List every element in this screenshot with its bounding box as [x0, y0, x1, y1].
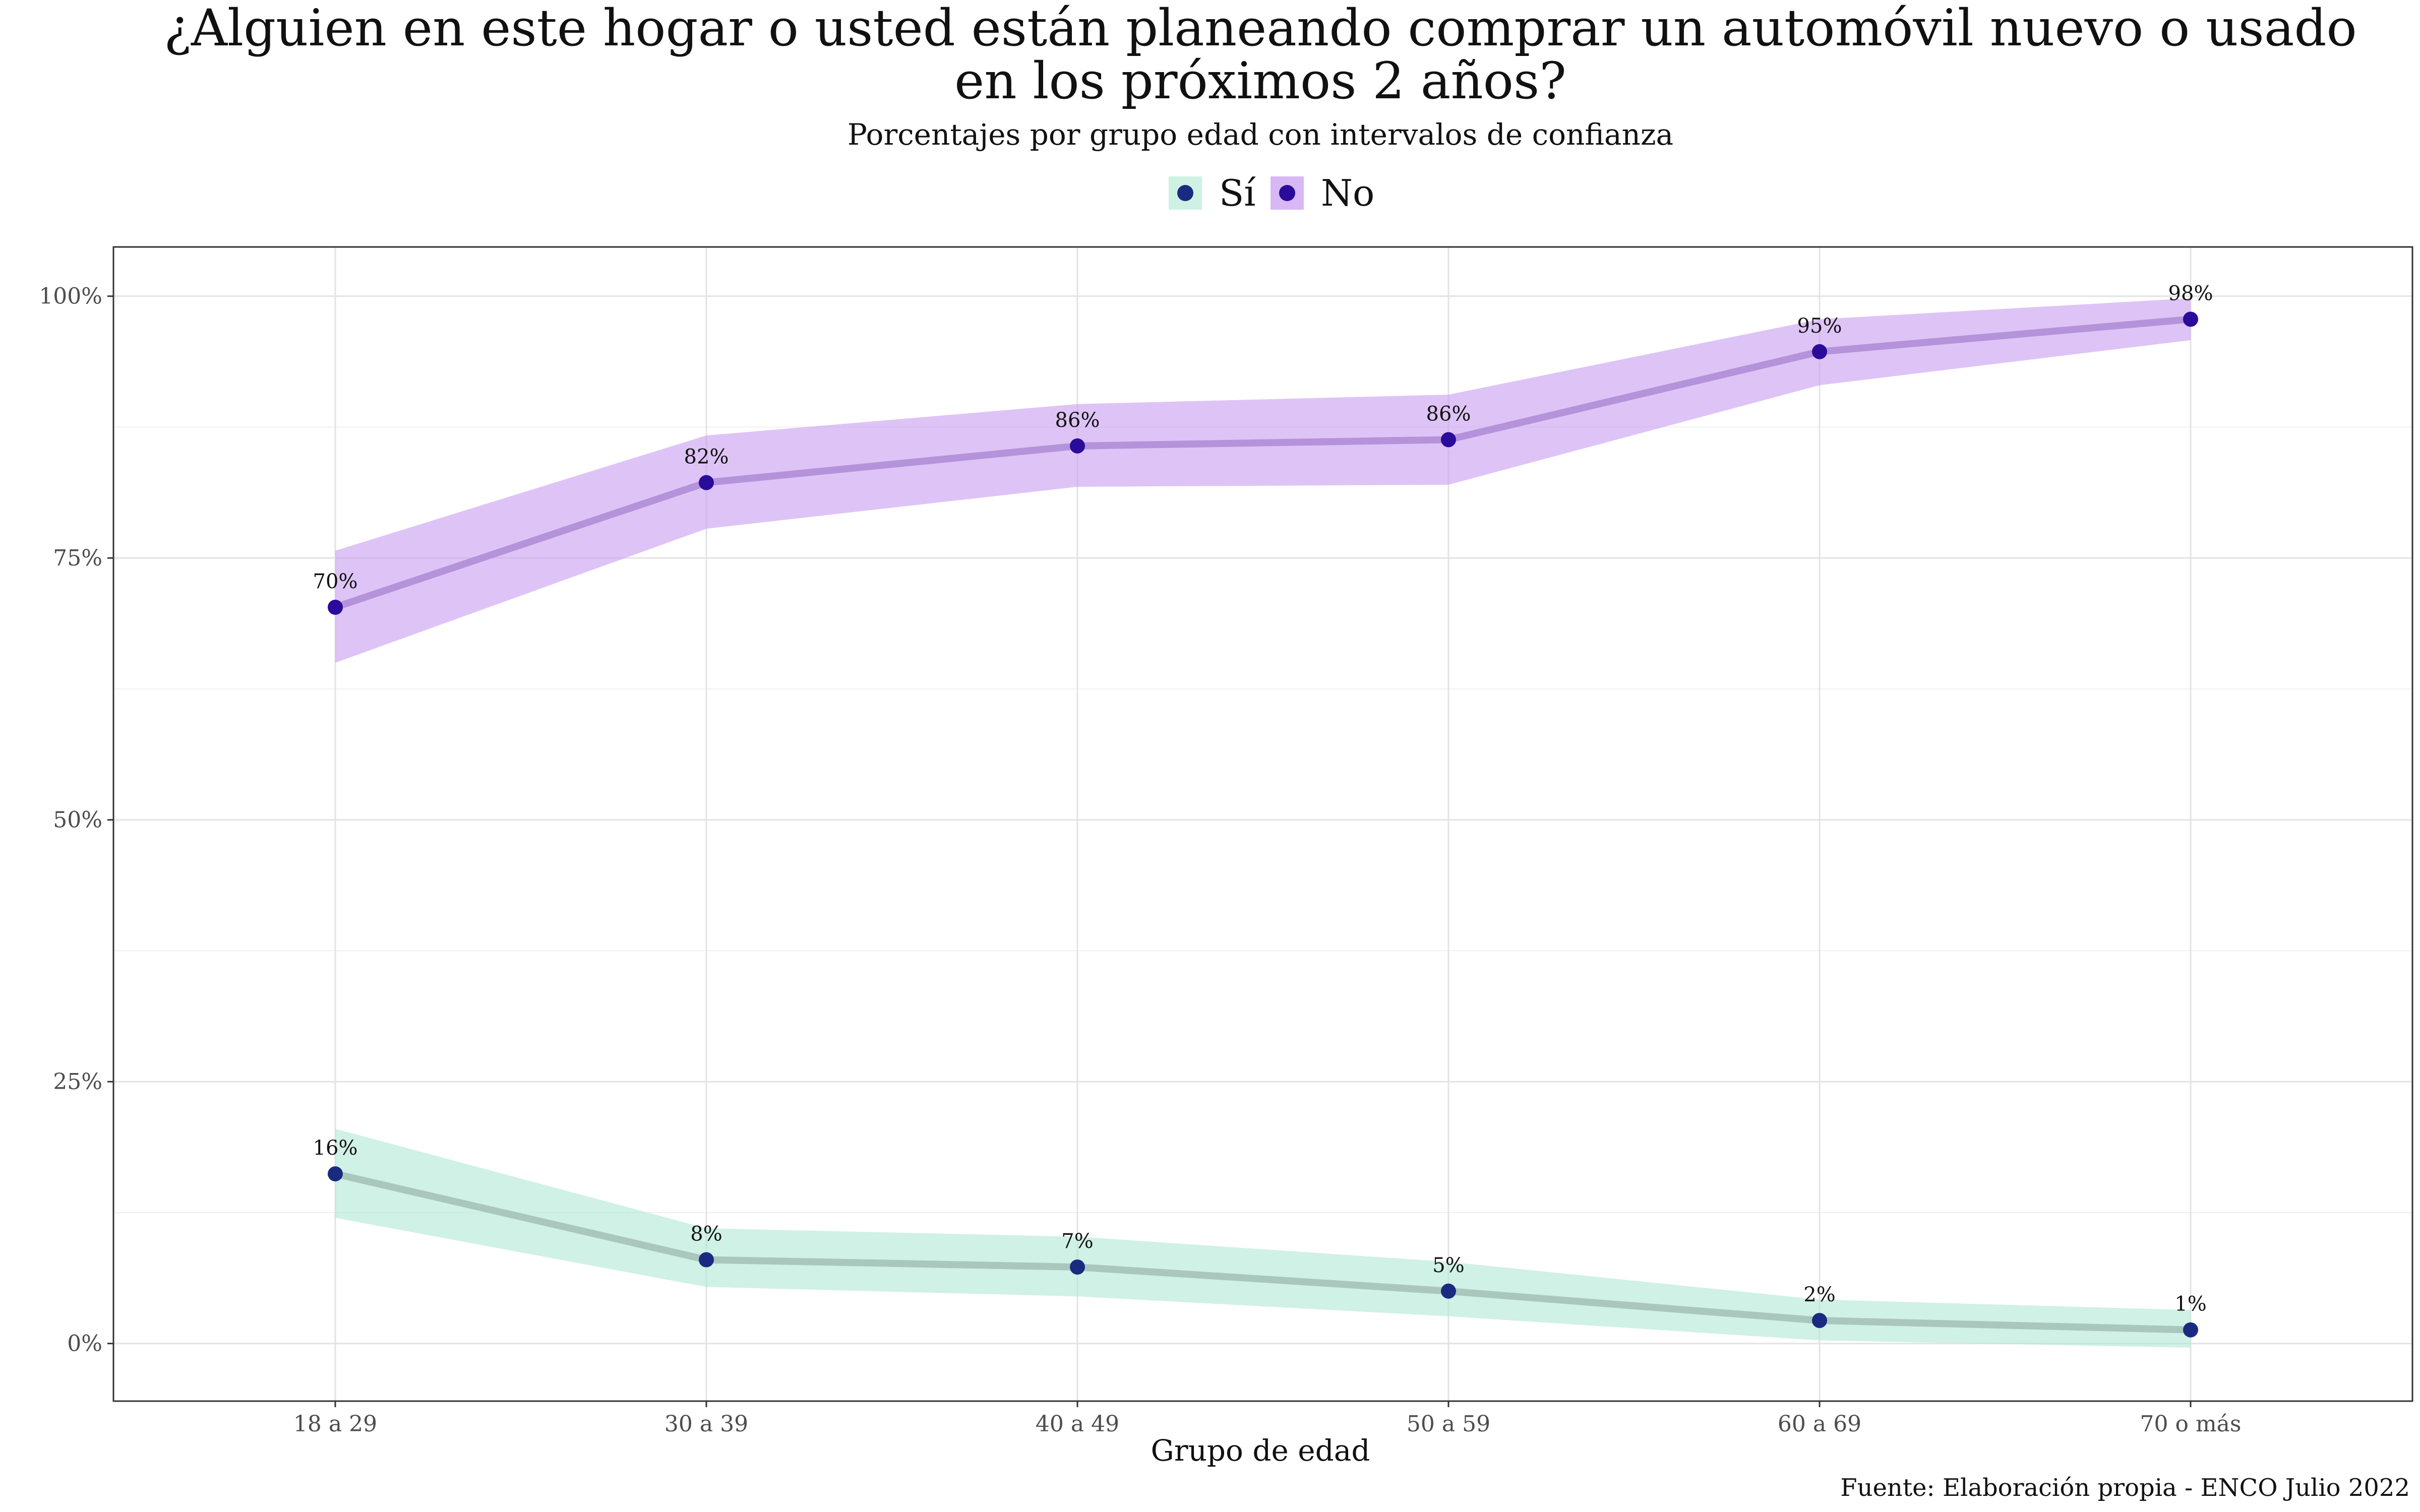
y-tick-label: 25% — [53, 1069, 102, 1095]
x-tick-label: 70 o más — [2140, 1411, 2242, 1437]
legend-marker-no — [1279, 185, 1295, 201]
data-label-no: 95% — [1797, 314, 1842, 338]
data-label-si: 5% — [1432, 1254, 1464, 1277]
data-point-si — [328, 1166, 343, 1182]
data-point-si — [1812, 1312, 1827, 1328]
y-tick-label: 0% — [67, 1331, 102, 1357]
chart-subtitle: Porcentajes por grupo edad con intervalo… — [848, 117, 1673, 152]
confidence-band-si — [335, 1128, 2191, 1348]
data-label-si: 8% — [690, 1222, 722, 1245]
confidence-band-no — [335, 298, 2191, 663]
data-point-no — [1441, 432, 1456, 448]
x-tick-label: 30 a 39 — [664, 1411, 748, 1437]
data-label-no: 70% — [313, 570, 358, 593]
data-point-no — [1812, 344, 1827, 359]
x-tick-label: 40 a 49 — [1036, 1411, 1119, 1437]
data-point-si — [1441, 1283, 1456, 1299]
x-tick-label: 18 a 29 — [293, 1411, 377, 1437]
legend-label-no: No — [1321, 172, 1374, 214]
series-line-si — [332, 1170, 2194, 1334]
data-label-no: 98% — [2168, 282, 2213, 305]
x-tick-label: 60 a 69 — [1778, 1411, 1861, 1437]
y-tick-label: 75% — [53, 545, 102, 571]
chart-title-line-2: en los próximos 2 años? — [954, 51, 1566, 110]
data-label-si: 2% — [1803, 1283, 1835, 1306]
y-tick-label: 100% — [39, 284, 102, 309]
caption: Fuente: Elaboración propia - ENCO Julio … — [1840, 1474, 2410, 1502]
plot-area: 16% 8% 7% 5% 2% 1% 70% 82% 86% 86% 95% 98% 0% 25% 50% 7… — [39, 246, 2413, 1437]
data-label-no: 86% — [1055, 409, 1100, 432]
data-point-no — [699, 475, 714, 490]
y-tick-label: 50% — [53, 807, 102, 833]
data-point-si — [1070, 1259, 1085, 1275]
x-axis-title: Grupo de edad — [1151, 1433, 1370, 1468]
legend: Sí No — [1169, 172, 1374, 214]
chart-title-line-1: ¿Alguien en este hogar o usted están pla… — [164, 0, 2356, 57]
legend-label-si: Sí — [1219, 172, 1256, 214]
data-label-no: 86% — [1426, 402, 1471, 425]
data-label-si: 16% — [313, 1137, 358, 1160]
x-tick-label: 50 a 59 — [1407, 1411, 1490, 1437]
data-label-si: 1% — [2174, 1293, 2206, 1316]
data-point-si — [2183, 1322, 2198, 1338]
legend-marker-si — [1177, 185, 1193, 201]
series-line-no — [332, 316, 2194, 611]
plot-border — [112, 246, 2413, 1402]
data-point-no — [328, 599, 343, 615]
data-label-si: 7% — [1061, 1230, 1093, 1253]
data-point-no — [1070, 438, 1085, 454]
data-point-si — [699, 1252, 714, 1268]
data-point-no — [2183, 311, 2198, 327]
data-label-no: 82% — [684, 446, 729, 469]
